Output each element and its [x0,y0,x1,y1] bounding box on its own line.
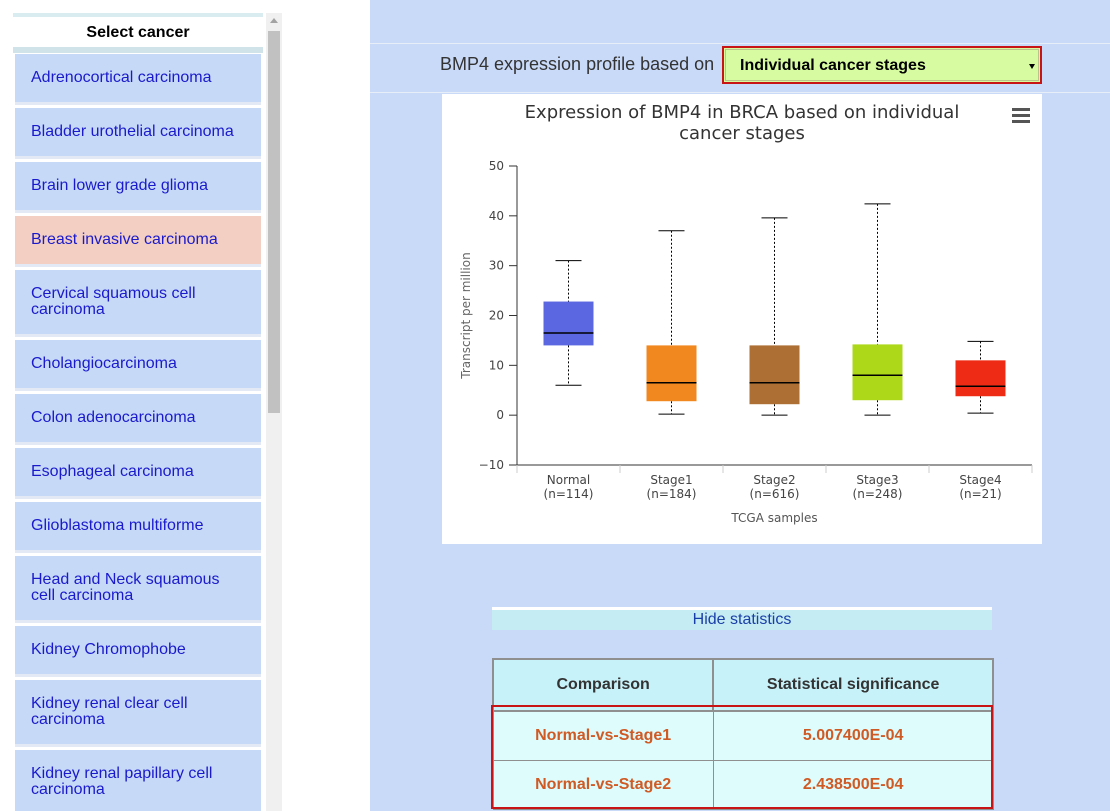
profile-select[interactable]: Individual cancer stages [722,46,1042,84]
y-tick-label: 50 [489,159,504,173]
sidebar-header: Select cancer [13,13,263,53]
sidebar-item-label: Glioblastoma multiforme [31,517,204,534]
statistics-table: Comparison Statistical significance Norm… [491,658,994,810]
sidebar-item-cancer[interactable]: Colon adenocarcinoma [15,394,261,445]
sidebar-item-label: Kidney Chromophobe [31,641,186,658]
box-stage3 [852,344,903,401]
chart-title: Expression of BMP4 in BRCA based on indi… [525,102,960,123]
y-tick-label: 20 [489,309,504,323]
x-tick-count: (n=184) [647,487,697,501]
y-tick-label: 40 [489,209,504,223]
significance-cell: 2.438500E-04 [712,760,994,810]
chart-title: cancer stages [679,123,805,144]
x-axis-label: TCGA samples [730,511,817,525]
y-tick-label: −10 [479,458,504,472]
box-stage2 [749,345,800,405]
dropdown-arrow-icon [1029,64,1035,69]
significance-header: Statistical significance [712,658,994,712]
main-panel: BMP4 expression profile based on Individ… [370,0,1110,811]
sidebar-item-label: Bladder urothelial carcinoma [31,123,234,140]
cancer-sidebar: Select cancer Adrenocortical carcinoma Bl… [13,13,263,811]
boxplot-svg: Expression of BMP4 in BRCA based on indi… [459,102,1033,525]
table-row: Normal-vs-Stage2 2.438500E-04 [492,760,994,810]
sidebar-item-label: Esophageal carcinoma [31,463,194,480]
x-tick-count: (n=114) [544,487,594,501]
sidebar-item-cancer[interactable]: Esophageal carcinoma [15,448,261,499]
x-tick-label: Stage4 [959,473,1001,487]
x-tick-label: Stage2 [753,473,795,487]
box-normal [543,301,594,346]
comparison-header: Comparison [491,658,715,712]
y-tick-label: 10 [489,358,504,372]
x-tick-count: (n=21) [959,487,1001,501]
y-axis-label: Transcript per million [459,252,473,379]
sidebar-item-label: Colon adenocarcinoma [31,409,196,426]
box-stage4 [955,360,1006,397]
table-row: Normal-vs-Stage1 5.007400E-04 [492,710,994,761]
sidebar-item-label: Kidney renal clear cell carcinoma [31,695,188,728]
sidebar-item-label: Adrenocortical carcinoma [31,69,212,86]
sidebar-scrollbar[interactable] [266,13,282,811]
x-tick-label: Stage1 [650,473,692,487]
sidebar-item-label: Cholangiocarcinoma [31,355,177,372]
sidebar-item-cancer[interactable]: Adrenocortical carcinoma [15,54,261,105]
box-stage1 [646,345,697,402]
table-header-row: Comparison Statistical significance [491,658,994,712]
sidebar-item-label: Brain lower grade glioma [31,177,208,194]
significance-cell: 5.007400E-04 [712,710,994,761]
chart-menu-icon[interactable] [1012,108,1030,124]
sidebar-item-cancer[interactable]: Kidney renal papillary cell carcinoma [15,750,261,811]
sidebar-item-cancer[interactable]: Cholangiocarcinoma [15,340,261,391]
sidebar-item-label: Kidney renal papillary cell carcinoma [31,765,213,798]
sidebar-item-label: Cervical squamous cell carcinoma [31,285,196,318]
sidebar-item-cancer[interactable]: Bladder urothelial carcinoma [15,108,261,159]
x-tick-label: Normal [547,473,590,487]
sidebar-item-label: Breast invasive carcinoma [31,231,218,248]
sidebar-item-cancer[interactable]: Cervical squamous cell carcinoma [15,270,261,337]
profile-select-value: Individual cancer stages [740,57,926,74]
sidebar-item-cancer[interactable]: Head and Neck squamous cell carcinoma [15,556,261,623]
sidebar-item-cancer[interactable]: Kidney Chromophobe [15,626,261,677]
x-tick-count: (n=616) [750,487,800,501]
profile-row: BMP4 expression profile based on Individ… [370,44,1110,93]
sidebar-item-label: Head and Neck squamous cell carcinoma [31,571,220,604]
sidebar-item-cancer[interactable]: Brain lower grade glioma [15,162,261,213]
x-tick-count: (n=248) [853,487,903,501]
profile-label: BMP4 expression profile based on [440,54,715,74]
sidebar-item-cancer[interactable]: Kidney renal clear cell carcinoma [15,680,261,747]
scroll-thumb[interactable] [268,31,280,413]
comparison-cell: Normal-vs-Stage1 [492,710,714,761]
hide-statistics-link[interactable]: Hide statistics [492,607,992,630]
sidebar-item-cancer[interactable]: Glioblastoma multiforme [15,502,261,553]
comparison-cell: Normal-vs-Stage2 [492,760,714,810]
y-tick-label: 30 [489,259,504,273]
boxplot-chart: Expression of BMP4 in BRCA based on indi… [442,94,1042,544]
sidebar-item-cancer[interactable]: Breast invasive carcinoma [15,216,261,267]
top-bar [370,0,1110,44]
scroll-up-arrow-icon[interactable] [266,13,282,29]
y-tick-label: 0 [496,408,504,422]
x-tick-label: Stage3 [856,473,898,487]
